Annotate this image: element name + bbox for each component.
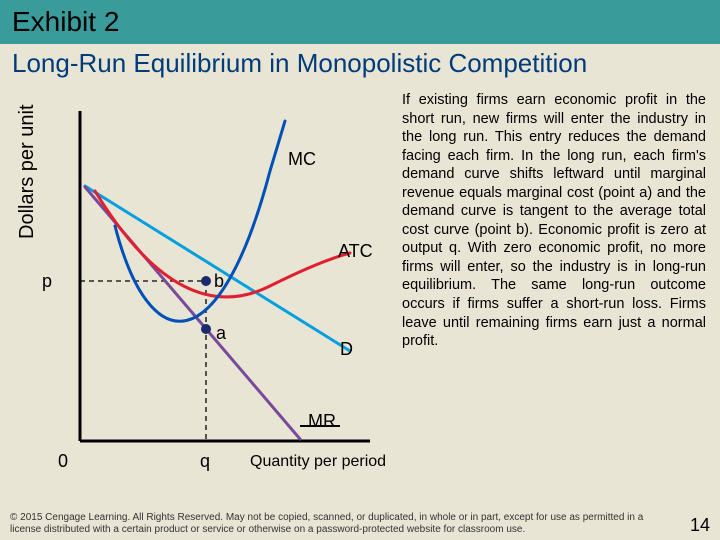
label-origin: 0 — [58, 451, 68, 472]
exhibit-title: Exhibit 2 — [12, 6, 119, 38]
footer: © 2015 Cengage Learning. All Rights Rese… — [10, 512, 710, 536]
label-b: b — [214, 271, 224, 292]
header-bar: Exhibit 2 — [0, 0, 720, 44]
content-row: Dollars per unit MC ATC D MR a b p 0 q Q… — [0, 87, 720, 491]
subtitle-text: Long-Run Equilibrium in Monopolistic Com… — [12, 48, 708, 79]
label-MR: MR — [308, 411, 336, 432]
label-q: q — [200, 451, 210, 472]
xaxis-label: Quantity per period — [250, 453, 386, 471]
label-ATC: ATC — [338, 241, 373, 262]
subtitle-bar: Long-Run Equilibrium in Monopolistic Com… — [0, 44, 720, 87]
description-text: If existing firms earn economic profit i… — [402, 91, 710, 491]
label-MC: MC — [288, 149, 316, 170]
chart-area: Dollars per unit MC ATC D MR a b p 0 q Q… — [10, 91, 390, 491]
label-D: D — [340, 339, 353, 360]
label-p: p — [42, 271, 52, 292]
yaxis-label: Dollars per unit — [16, 104, 39, 239]
label-a: a — [216, 323, 226, 344]
copyright-text: © 2015 Cengage Learning. All Rights Rese… — [10, 512, 676, 536]
page-number: 14 — [676, 515, 710, 536]
